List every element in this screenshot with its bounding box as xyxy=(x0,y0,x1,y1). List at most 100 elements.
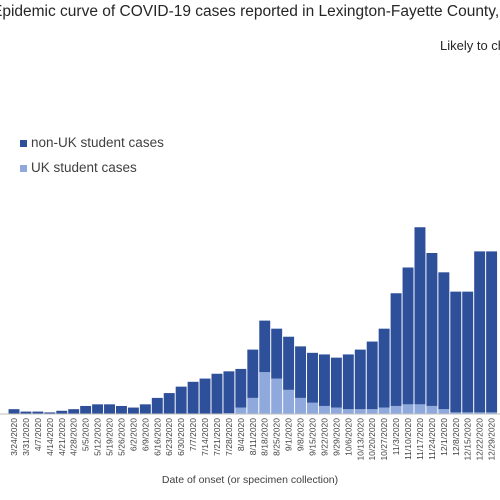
bar-non-uk-5/12/2020 xyxy=(92,404,104,414)
bar-non-uk-5/19/2020 xyxy=(104,404,115,414)
bar-uk-10/6/2020 xyxy=(342,409,354,414)
x-tick-label-9/8/2020: 9/8/2020 xyxy=(296,418,306,451)
x-tick-label-4/28/2020: 4/28/2020 xyxy=(69,418,79,456)
bar-non-uk-12/29/2020 xyxy=(486,251,498,413)
bar-non-uk-7/21/2020 xyxy=(211,373,223,414)
legend-item-uk: UK student cases xyxy=(20,160,137,175)
x-tick-label-4/21/2020: 4/21/2020 xyxy=(57,418,67,456)
bar-non-uk-3/31/2020 xyxy=(20,411,32,414)
bar-non-uk-11/24/2020 xyxy=(426,253,438,406)
x-tick-label-12/29/2020: 12/29/2020 xyxy=(487,418,497,461)
legend-label-uk: UK student cases xyxy=(31,160,137,175)
bar-uk-12/22/2020 xyxy=(474,412,486,414)
bar-non-uk-6/9/2020 xyxy=(139,404,151,414)
bar-uk-11/10/2020 xyxy=(402,404,414,414)
bar-uk-8/4/2020 xyxy=(235,407,247,414)
x-tick-label-3/31/2020: 3/31/2020 xyxy=(21,418,31,456)
bar-non-uk-9/1/2020 xyxy=(283,336,295,390)
bar-uk-12/29/2020 xyxy=(486,412,498,414)
x-tick-label-6/16/2020: 6/16/2020 xyxy=(152,418,162,456)
bar-non-uk-8/4/2020 xyxy=(235,368,247,408)
x-tick-label-11/10/2020: 11/10/2020 xyxy=(403,418,413,460)
x-tick-label-12/8/2020: 12/8/2020 xyxy=(451,418,461,456)
bar-uk-8/18/2020 xyxy=(259,372,271,414)
bar-non-uk-10/6/2020 xyxy=(342,354,354,410)
bar-non-uk-4/14/2020 xyxy=(44,412,56,414)
bar-uk-9/15/2020 xyxy=(307,402,318,414)
x-tick-label-4/7/2020: 4/7/2020 xyxy=(33,418,43,451)
bar-uk-10/20/2020 xyxy=(366,409,378,414)
legend-label-non-uk: non-UK student cases xyxy=(31,135,164,150)
bar-non-uk-10/27/2020 xyxy=(378,328,390,408)
bar-uk-12/15/2020 xyxy=(462,412,474,414)
bar-non-uk-9/22/2020 xyxy=(318,354,330,406)
bar-non-uk-11/3/2020 xyxy=(390,293,402,406)
bar-uk-8/11/2020 xyxy=(247,397,259,414)
bar-uk-11/24/2020 xyxy=(426,405,438,414)
x-tick-label-4/14/2020: 4/14/2020 xyxy=(45,418,55,456)
x-tick-label-10/27/2020: 10/27/2020 xyxy=(379,418,389,461)
legend-swatch-uk xyxy=(20,164,27,172)
x-tick-label-12/15/2020: 12/15/2020 xyxy=(463,418,473,461)
bar-non-uk-12/1/2020 xyxy=(438,272,450,410)
bar-non-uk-9/8/2020 xyxy=(295,346,307,398)
x-tick-label-6/23/2020: 6/23/2020 xyxy=(164,418,174,456)
x-tick-label-5/5/2020: 5/5/2020 xyxy=(81,418,91,451)
x-tick-label-11/17/2020: 11/17/2020 xyxy=(415,418,425,460)
x-tick-label-11/3/2020: 11/3/2020 xyxy=(391,418,401,455)
x-tick-label-8/11/2020: 8/11/2020 xyxy=(248,418,258,455)
x-tick-label-7/14/2020: 7/14/2020 xyxy=(200,418,210,456)
x-tick-labels: 3/24/2020 3/31/2020 4/7/2020 4/14/2020 4/21/… xyxy=(9,418,497,461)
bar-non-uk-12/15/2020 xyxy=(462,291,474,413)
x-tick-label-7/28/2020: 7/28/2020 xyxy=(224,418,234,456)
bar-non-uk-7/14/2020 xyxy=(199,378,211,414)
x-tick-label-5/26/2020: 5/26/2020 xyxy=(116,418,126,456)
bar-uk-9/29/2020 xyxy=(330,407,342,414)
bar-non-uk-9/15/2020 xyxy=(307,352,318,403)
x-tick-label-10/13/2020: 10/13/2020 xyxy=(355,418,365,461)
bar-uk-11/3/2020 xyxy=(390,405,402,414)
x-tick-label-9/15/2020: 9/15/2020 xyxy=(308,418,318,456)
bar-non-uk-11/10/2020 xyxy=(402,267,414,405)
x-tick-label-6/9/2020: 6/9/2020 xyxy=(140,418,150,451)
bar-non-uk-7/28/2020 xyxy=(223,371,235,414)
bar-non-uk-6/2/2020 xyxy=(127,407,139,414)
bars-group xyxy=(8,227,498,414)
bar-non-uk-11/17/2020 xyxy=(414,227,426,405)
x-tick-label-7/7/2020: 7/7/2020 xyxy=(188,418,198,451)
bar-non-uk-6/30/2020 xyxy=(175,386,187,414)
x-axis-title: Date of onset (or specimen collection) xyxy=(161,474,339,486)
bar-non-uk-8/25/2020 xyxy=(271,328,283,379)
bar-uk-8/25/2020 xyxy=(271,378,283,414)
x-tick-label-12/22/2020: 12/22/2020 xyxy=(475,418,485,461)
x-tick-label-5/19/2020: 5/19/2020 xyxy=(105,418,115,456)
bar-uk-9/22/2020 xyxy=(318,405,330,414)
x-tick-label-9/22/2020: 9/22/2020 xyxy=(319,418,329,456)
x-tick-label-9/29/2020: 9/29/2020 xyxy=(331,418,341,456)
x-tick-label-12/1/2020: 12/1/2020 xyxy=(439,418,449,456)
bar-uk-12/1/2020 xyxy=(438,409,450,414)
bar-uk-10/27/2020 xyxy=(378,407,390,414)
x-tick-label-11/24/2020: 11/24/2020 xyxy=(427,418,437,460)
bar-uk-10/13/2020 xyxy=(354,409,366,414)
bar-non-uk-4/21/2020 xyxy=(56,410,68,414)
bar-non-uk-7/7/2020 xyxy=(187,381,199,414)
x-tick-label-8/25/2020: 8/25/2020 xyxy=(272,418,282,456)
chart-title: Epidemic curve of COVID-19 cases reporte… xyxy=(0,3,500,20)
x-tick-label-8/18/2020: 8/18/2020 xyxy=(260,418,270,456)
bar-non-uk-6/16/2020 xyxy=(151,397,163,414)
bar-uk-9/1/2020 xyxy=(283,389,295,414)
x-tick-label-9/1/2020: 9/1/2020 xyxy=(284,418,294,451)
x-tick-label-10/20/2020: 10/20/2020 xyxy=(367,418,377,461)
x-tick-label-10/6/2020: 10/6/2020 xyxy=(343,418,353,456)
bar-non-uk-5/26/2020 xyxy=(115,405,127,414)
x-tick-label-7/21/2020: 7/21/2020 xyxy=(212,418,222,456)
bar-non-uk-9/29/2020 xyxy=(330,357,342,408)
reporting-delay-note: Likely to change due to reporting delays xyxy=(440,38,500,53)
x-tick-label-6/2/2020: 6/2/2020 xyxy=(128,418,138,451)
bar-non-uk-8/11/2020 xyxy=(247,349,259,398)
bar-non-uk-12/22/2020 xyxy=(474,251,486,413)
x-tick-label-6/30/2020: 6/30/2020 xyxy=(176,418,186,456)
x-tick-label-8/4/2020: 8/4/2020 xyxy=(236,418,246,451)
